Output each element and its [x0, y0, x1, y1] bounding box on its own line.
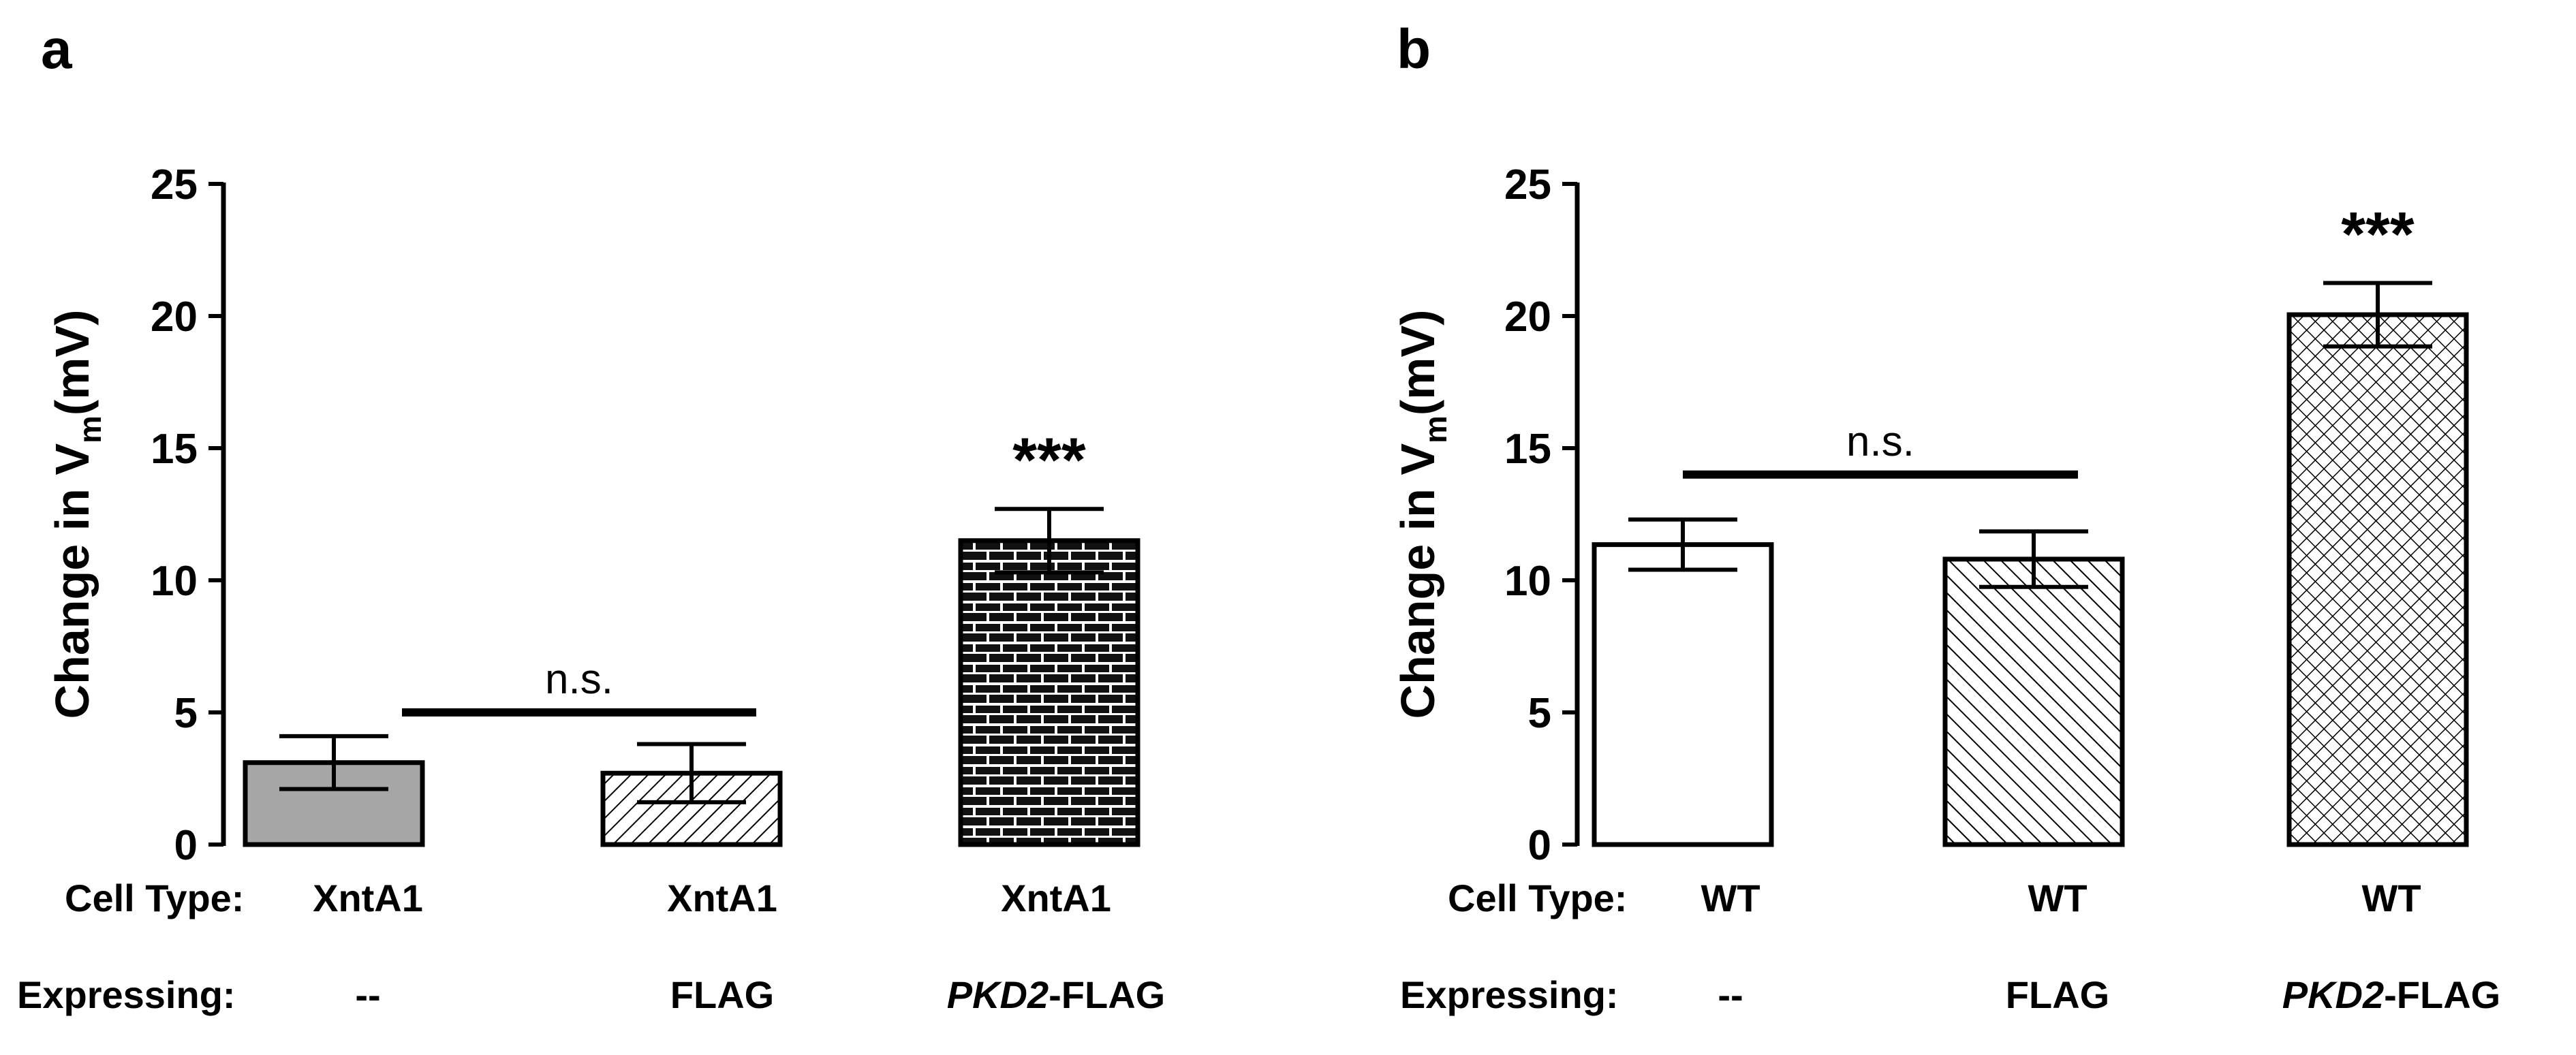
expressing-label: FLAG	[670, 973, 774, 1016]
y-axis-label: Change in Vm(mV)	[46, 310, 108, 719]
expressing-label-gene: PKD2	[2282, 973, 2384, 1016]
expressing-label: --	[1718, 973, 1743, 1016]
expressing-label-text: --	[1718, 973, 1743, 1016]
expressing-label: PKD2-FLAG	[2282, 973, 2500, 1016]
y-axis-label-subscript: m	[72, 415, 108, 443]
y-axis-label-suffix: (mV)	[1391, 310, 1444, 416]
y-tick-label: 10	[151, 558, 198, 605]
cell-type-label: XntA1	[667, 877, 777, 919]
y-tick-label: 15	[151, 426, 198, 473]
expressing-label-gene: PKD2	[947, 973, 1049, 1016]
expressing-label-text: -FLAG	[1049, 973, 1165, 1016]
y-tick-label: 5	[1528, 690, 1551, 737]
y-tick-label: 25	[1504, 161, 1551, 208]
bar	[958, 538, 1140, 847]
bar	[1592, 542, 1774, 847]
expressing-label: --	[355, 973, 380, 1016]
significance-stars: ***	[1012, 426, 1086, 495]
panel-label: b	[1397, 18, 1431, 80]
expressing-label-text: FLAG	[670, 973, 774, 1016]
cell-type-label: WT	[2028, 877, 2087, 919]
significance-stars: ***	[2341, 200, 2415, 270]
y-tick-label: 5	[174, 690, 198, 737]
bar	[1942, 556, 2125, 847]
cell-type-row-label: Cell Type:	[1448, 877, 1627, 919]
y-tick-label: 15	[1504, 426, 1551, 473]
cell-type-label: XntA1	[1001, 877, 1111, 919]
cell-type-label: WT	[2361, 877, 2421, 919]
y-axis-label-prefix: Change in V	[46, 443, 99, 719]
significance-label: n.s.	[545, 656, 613, 703]
y-tick-label: 20	[151, 294, 198, 341]
y-tick-label: 0	[174, 822, 198, 869]
expressing-row-label: Expressing:	[17, 973, 236, 1016]
panel-label: a	[41, 18, 73, 80]
bar	[2286, 312, 2469, 847]
panel-a: a 0 5 10 15 20 25 Change in Vm(mV) n.s. *** Cell T…	[17, 18, 1165, 1016]
expressing-row-label: Expressing:	[1400, 973, 1619, 1016]
y-axis-label-prefix: Change in V	[1391, 443, 1444, 719]
expressing-label-text: -FLAG	[2384, 973, 2500, 1016]
expressing-label: PKD2-FLAG	[947, 973, 1165, 1016]
cell-type-label: XntA1	[313, 877, 423, 919]
expressing-label: FLAG	[2006, 973, 2109, 1016]
y-tick-label: 25	[151, 161, 198, 208]
cell-type-row-label: Cell Type:	[65, 877, 244, 919]
expressing-label-text: FLAG	[2006, 973, 2109, 1016]
y-tick-label: 10	[1504, 558, 1551, 605]
y-axis-label-suffix: (mV)	[46, 310, 99, 416]
expressing-label-text: --	[355, 973, 380, 1016]
y-axis-label: Change in Vm(mV)	[1391, 310, 1453, 719]
y-tick-label: 0	[1528, 822, 1551, 869]
cell-type-label: WT	[1701, 877, 1760, 919]
y-tick-label: 20	[1504, 294, 1551, 341]
y-axis-label-subscript: m	[1418, 415, 1453, 443]
panel-b: b 0 5 10 15 20 25 Change in Vm(mV) n.s. *** Cell T…	[1391, 18, 2500, 1016]
significance-label: n.s.	[1846, 418, 1914, 465]
